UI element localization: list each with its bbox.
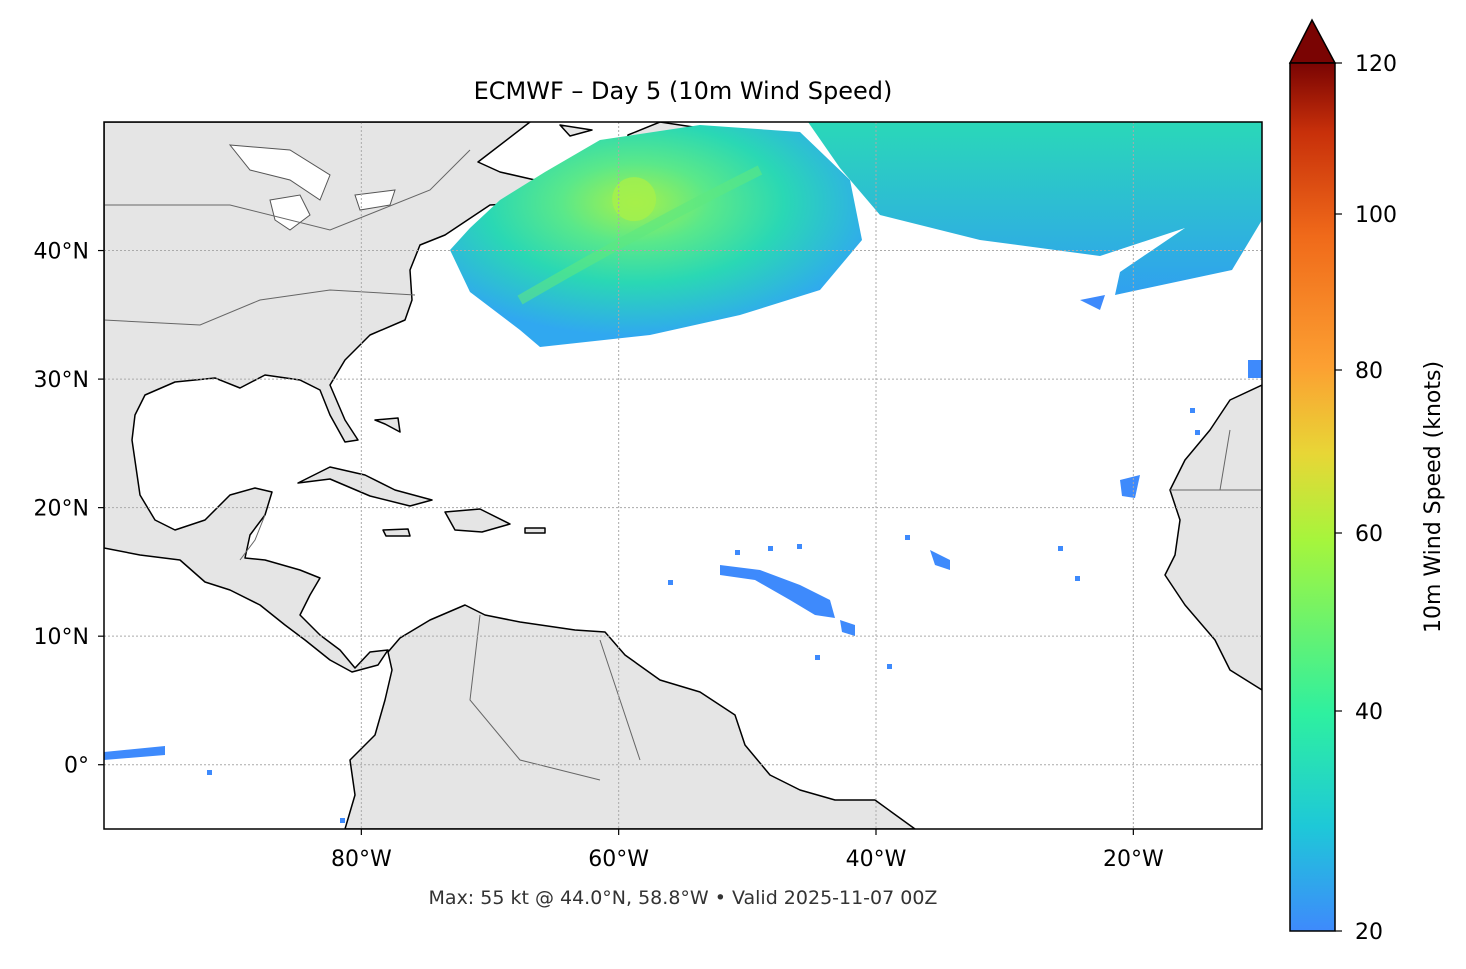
- x-tick-label: 60°W: [588, 847, 649, 872]
- wind-patch: [1195, 430, 1200, 435]
- colorbar-tick-label: 40: [1355, 700, 1383, 725]
- colorbar-extend-arrow: [1288, 18, 1337, 64]
- max-wind-annotation: Max: 55 kt @ 44.0°N, 58.8°W • Valid 2025…: [429, 887, 938, 909]
- wind-swath-northeast-atlantic: [808, 122, 1262, 295]
- wind-patch: [1120, 475, 1140, 498]
- country-border: [469, 614, 601, 781]
- great-lake: [354, 189, 396, 211]
- map-frame: [103, 121, 1263, 830]
- gridlines: [104, 122, 1262, 829]
- landmass-cuba: [297, 466, 433, 507]
- wind-patch: [840, 620, 855, 636]
- x-tick-label: 20°W: [1103, 847, 1164, 872]
- map-title: ECMWF – Day 5 (10m Wind Speed): [474, 77, 893, 105]
- wind-patch: [1058, 546, 1063, 551]
- wind-max-band: [517, 165, 763, 305]
- y-tick-label: 30°N: [34, 368, 89, 393]
- landmass-jamaica: [382, 528, 411, 537]
- wind-patch: [1075, 576, 1080, 581]
- y-tick-label: 10°N: [34, 625, 89, 650]
- landmass-pei-cape-breton: [559, 124, 593, 137]
- wind-patch: [1248, 360, 1262, 378]
- land-layer: [104, 122, 1262, 829]
- colorbar-tick-label: 20: [1355, 920, 1383, 945]
- wind-patch: [104, 746, 165, 760]
- country-border: [239, 514, 266, 561]
- country-border: [599, 639, 641, 761]
- wind-patch: [905, 535, 910, 540]
- colorbar-tick-label: 60: [1355, 522, 1383, 547]
- wind-patch: [668, 580, 673, 585]
- wind-swath-northwest-atlantic: [450, 125, 862, 347]
- colorbar-tick-label: 80: [1355, 359, 1383, 384]
- wind-patch: [887, 664, 892, 669]
- landmass-hispaniola: [444, 508, 511, 533]
- y-tick-label: 0°: [64, 754, 89, 779]
- wind-patch: [1190, 408, 1195, 413]
- wind-max-core: [612, 177, 657, 222]
- country-border: [104, 289, 416, 326]
- y-tick-label: 40°N: [34, 240, 89, 265]
- colorbar-tick-label: 120: [1355, 52, 1397, 77]
- x-tick-label: 80°W: [331, 847, 392, 872]
- country-border: [104, 149, 471, 231]
- wind-patch: [207, 770, 212, 775]
- x-tick-label: 40°W: [846, 847, 907, 872]
- landmass-south-america: [344, 604, 916, 829]
- country-border: [1219, 429, 1231, 491]
- landmass-puerto-rico: [524, 527, 546, 534]
- landmass-africa: [1164, 384, 1262, 691]
- wind-speed-layer: [104, 122, 1262, 823]
- colorbar-ticks: 120 100 80 60 40 20: [1335, 52, 1397, 945]
- wind-patch: [340, 818, 345, 823]
- wind-patch: [1080, 295, 1105, 310]
- map-axes: [104, 122, 1262, 829]
- great-lake: [228, 144, 331, 201]
- x-axis-ticks: 80°W 60°W 40°W 20°W: [331, 829, 1164, 872]
- landmass-bahamas: [374, 417, 401, 433]
- wind-patch: [720, 565, 835, 618]
- y-tick-label: 20°N: [34, 497, 89, 522]
- wind-patch: [930, 550, 950, 570]
- wind-patch: [815, 655, 820, 660]
- colorbar-label: 10m Wind Speed (knots): [1421, 361, 1446, 633]
- colorbar: 120 100 80 60 40 20 10m Wind Speed (knots): [1288, 18, 1446, 945]
- wind-patch: [797, 544, 802, 549]
- wind-patch: [768, 546, 773, 551]
- colorbar-tick-label: 100: [1355, 203, 1397, 228]
- wind-patch: [735, 550, 740, 555]
- colorbar-gradient: [1289, 62, 1336, 932]
- y-axis-ticks: 40°N 30°N 20°N 10°N 0°: [34, 240, 104, 779]
